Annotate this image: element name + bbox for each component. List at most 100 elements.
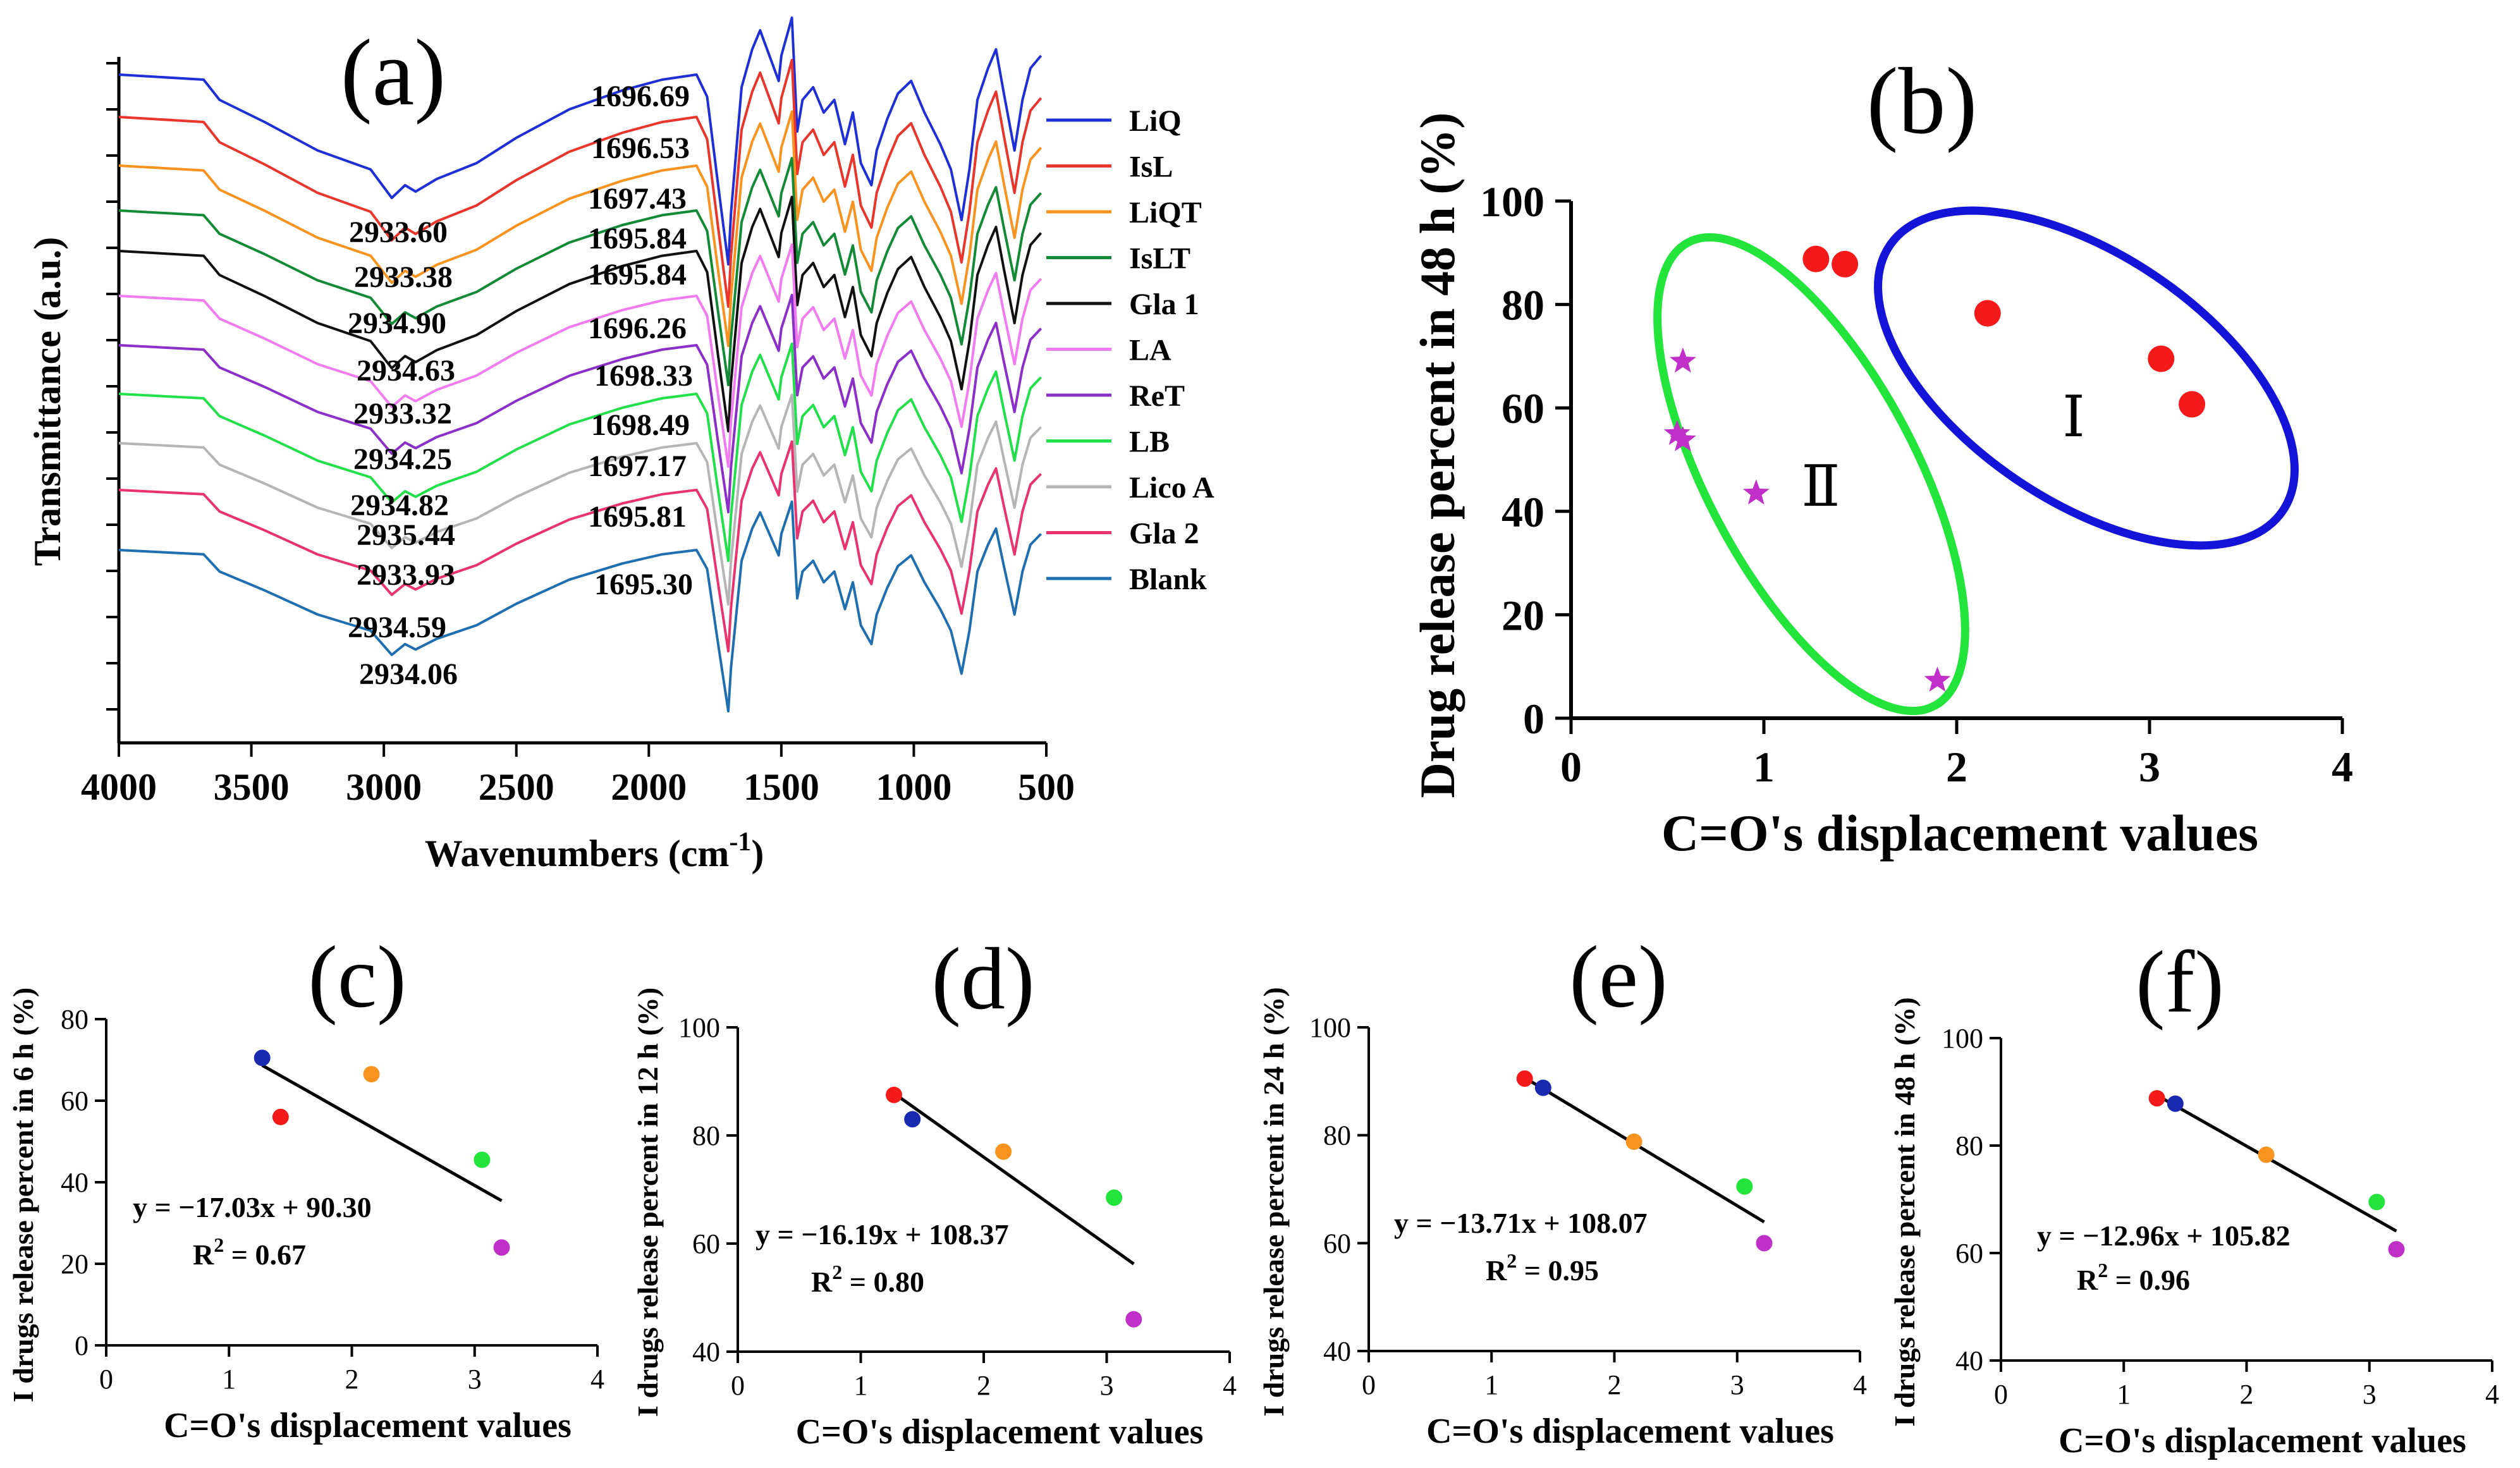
cluster-label-II: Ⅱ (1801, 456, 1840, 518)
y-axis-label-b: Drug release percent in 48 h (%) (1410, 113, 1465, 798)
x-tick-label-a: 2500 (479, 766, 554, 808)
y-tick-label: 80 (1323, 1120, 1351, 1151)
legend-label: Gla 2 (1129, 517, 1199, 551)
regression-line (893, 1092, 1135, 1266)
y-axis-label: I drugs release percent in 24 h (%) (1257, 987, 1290, 1416)
peak-label-1700: 1695.30 (594, 568, 693, 601)
y-axis-label-a: Transmittance (a.u.) (27, 237, 68, 566)
x-tick-label: 1 (854, 1370, 868, 1401)
y-tick-label: 40 (61, 1167, 89, 1198)
peak-label-1700: 1697.17 (588, 450, 687, 483)
data-point-II (1670, 425, 1696, 451)
data-point (1516, 1070, 1533, 1087)
x-axis-label-b: C=O's displacement values (1661, 804, 2258, 862)
y-tick-label: 20 (61, 1249, 89, 1280)
x-axis-label: C=O's displacement values (2058, 1421, 2466, 1460)
data-point (1736, 1178, 1753, 1195)
data-point-II (1742, 479, 1770, 505)
y-tick-label: 40 (1323, 1336, 1351, 1367)
legend-label: Gla 1 (1129, 288, 1199, 321)
x-axis-label: C=O's displacement values (164, 1406, 572, 1445)
y-tick-label: 80 (61, 1004, 89, 1035)
panel-label: (c) (308, 928, 406, 1026)
r-squared: R2 = 0.80 (811, 1261, 924, 1298)
regression-equation: y = −16.19x + 108.37 (755, 1218, 1009, 1251)
spectrum-line (118, 59, 1043, 308)
x-tick-label: 2 (1608, 1369, 1622, 1400)
x-tick-label: 4 (2485, 1379, 2499, 1410)
peak-label-2930: 2934.25 (353, 443, 452, 476)
data-point-I (2179, 391, 2206, 418)
y-tick-label: 60 (1955, 1238, 1983, 1269)
x-axis-label: C=O's displacement values (1426, 1412, 1834, 1451)
y-tick-label-b: 60 (1502, 384, 1544, 432)
data-point (904, 1111, 921, 1128)
peak-label-2930: 2934.59 (348, 611, 446, 644)
x-tick-label-b: 3 (2139, 743, 2160, 791)
y-axis-label: I drugs release percent in 12 h (%) (632, 988, 664, 1417)
y-tick-label: 40 (1955, 1345, 1983, 1376)
data-point (1125, 1311, 1142, 1328)
data-point (493, 1239, 510, 1256)
panel-label-b: (b) (1867, 49, 1978, 154)
data-point (2167, 1095, 2184, 1112)
data-point (2258, 1146, 2275, 1163)
legend-label: LiQ (1129, 104, 1182, 138)
y-tick-label: 80 (1955, 1130, 1983, 1161)
legend-label: IsL (1129, 150, 1173, 184)
y-tick-label: 100 (678, 1012, 720, 1043)
peak-label-2930: 2933.93 (357, 558, 455, 592)
peak-label-2930: 2934.06 (359, 658, 458, 691)
panel-d: (d) 0 1 2 3 4 40 60 80 100 C=O's displacement valu… (632, 930, 1237, 1452)
spectrum-line (118, 243, 1043, 468)
x-tick-label-a: 4000 (81, 766, 157, 808)
x-tick-label: 4 (1223, 1370, 1237, 1401)
data-point-II (1670, 347, 1696, 373)
regression-line (1524, 1076, 1765, 1223)
panel-label: (f) (2136, 933, 2224, 1031)
regression-equation: y = −17.03x + 90.30 (133, 1191, 372, 1223)
data-point (2388, 1241, 2405, 1258)
y-tick-label-b: 40 (1502, 488, 1544, 536)
spectrum-line (118, 500, 1043, 713)
regression-line (2156, 1094, 2397, 1233)
spectrum-line (118, 16, 1043, 266)
peak-label-1700: 1695.81 (588, 500, 687, 534)
x-tick-label-b: 1 (1753, 743, 1775, 791)
y-tick-label: 0 (75, 1330, 89, 1361)
peak-label-2930: 2933.32 (353, 397, 452, 431)
data-point-II (1663, 420, 1691, 445)
r-squared: R2 = 0.95 (1486, 1249, 1599, 1287)
x-tick-label: 3 (1100, 1370, 1114, 1401)
x-axis-label: C=O's displacement values (796, 1412, 1204, 1452)
data-point (1756, 1235, 1773, 1252)
peak-label-2930: 2935.44 (357, 518, 455, 552)
cluster-ellipse-II (1653, 233, 1969, 716)
peak-label-1700: 1696.26 (588, 312, 687, 345)
spectrum-line (118, 110, 1043, 347)
peak-label-1700: 1695.84 (588, 258, 687, 291)
x-tick-label: 0 (99, 1364, 113, 1395)
data-point (363, 1066, 380, 1083)
y-tick-label: 100 (1942, 1023, 1983, 1054)
regression-line (261, 1063, 503, 1202)
legend-label: Lico A (1129, 471, 1214, 505)
x-tick-label: 4 (590, 1364, 604, 1395)
x-tick-label-a: 1500 (743, 766, 819, 808)
y-tick-label-b: 100 (1480, 178, 1544, 226)
data-point-I (1974, 300, 2001, 327)
x-tick-label: 2 (345, 1364, 359, 1395)
data-point (2148, 1090, 2165, 1107)
peak-label-1700: 1695.84 (588, 222, 687, 255)
peak-label-1700: 1696.53 (591, 132, 690, 165)
spectrum-line (118, 342, 1043, 562)
x-tick-label-b: 4 (2332, 743, 2353, 791)
legend-label: IsLT (1129, 242, 1190, 276)
y-tick-label: 60 (61, 1086, 89, 1116)
x-tick-label-a: 500 (1018, 766, 1075, 808)
cluster-ellipse-I (1874, 206, 2299, 550)
legend-label: LB (1129, 425, 1170, 459)
r-squared: R2 = 0.67 (193, 1233, 306, 1271)
x-tick-label-b: 2 (1946, 743, 1967, 791)
legend-label: LA (1129, 334, 1171, 367)
